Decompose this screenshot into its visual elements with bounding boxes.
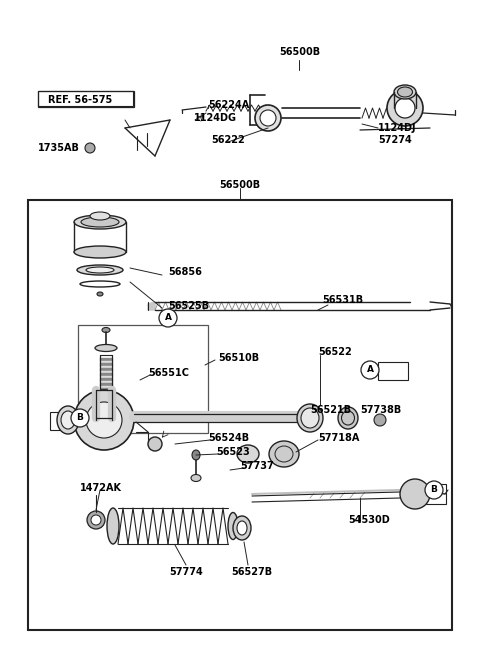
Text: REF. 56-575: REF. 56-575 [48,95,112,105]
Text: 56524B: 56524B [208,433,249,443]
Ellipse shape [148,437,162,451]
Text: 56523: 56523 [216,447,250,457]
Text: 56510B: 56510B [218,353,259,363]
Text: 57738B: 57738B [360,405,401,415]
Polygon shape [100,386,112,388]
Ellipse shape [237,521,247,535]
Ellipse shape [95,345,117,352]
Circle shape [395,98,415,118]
Text: 56521B: 56521B [310,405,351,415]
Circle shape [255,105,281,131]
Text: 56531B: 56531B [322,295,363,305]
Text: 57774: 57774 [169,567,203,577]
Polygon shape [100,396,112,398]
Polygon shape [100,365,112,368]
Polygon shape [100,368,112,371]
Ellipse shape [102,328,110,333]
Polygon shape [100,371,112,373]
Text: 57274: 57274 [378,135,412,145]
Ellipse shape [297,404,323,432]
Polygon shape [100,393,112,396]
Polygon shape [100,363,112,365]
Bar [38,91,134,107]
Bar [426,484,446,504]
Polygon shape [100,383,112,386]
Circle shape [159,309,177,327]
Text: 1472AK: 1472AK [80,483,122,493]
Circle shape [86,402,122,438]
Text: 54530D: 54530D [348,515,390,525]
Text: 56224A: 56224A [208,100,249,110]
Text: 1735AB: 1735AB [38,143,80,153]
Ellipse shape [394,85,416,99]
Ellipse shape [57,406,79,434]
Circle shape [85,143,95,153]
Ellipse shape [77,265,123,275]
Polygon shape [100,378,112,381]
Circle shape [400,479,430,509]
Circle shape [387,90,423,126]
Circle shape [91,515,101,525]
Text: 56500B: 56500B [219,180,261,190]
Polygon shape [100,390,112,393]
Text: A: A [165,314,171,322]
Bar [78,325,208,433]
Polygon shape [100,360,112,363]
Text: 56222: 56222 [211,135,245,145]
Circle shape [425,481,443,499]
Circle shape [260,110,276,126]
Ellipse shape [228,512,238,540]
Polygon shape [148,302,155,310]
Circle shape [71,409,89,427]
Text: B: B [77,413,84,422]
Ellipse shape [86,267,114,273]
Ellipse shape [191,474,201,481]
Ellipse shape [269,441,299,467]
Text: 56856: 56856 [168,267,202,277]
Polygon shape [100,358,112,360]
Ellipse shape [81,217,119,227]
Text: 56525B: 56525B [168,301,209,311]
Text: 1124DJ: 1124DJ [378,123,417,133]
Bar [50,412,68,430]
Circle shape [374,414,386,426]
Text: 57737: 57737 [240,461,274,471]
Text: 56527B: 56527B [231,567,273,577]
Ellipse shape [237,445,259,463]
Text: 56500B: 56500B [279,47,321,57]
Ellipse shape [192,450,200,460]
Polygon shape [100,373,112,375]
Ellipse shape [97,292,103,296]
Ellipse shape [74,215,126,229]
Ellipse shape [107,508,119,544]
Bar [28,200,452,630]
Text: 56522: 56522 [318,347,352,357]
Text: 57718A: 57718A [318,433,360,443]
Ellipse shape [90,212,110,220]
Polygon shape [100,375,112,378]
Polygon shape [100,381,112,383]
Ellipse shape [74,246,126,258]
Text: 56551C: 56551C [148,368,189,378]
Bar [38,91,133,106]
Ellipse shape [301,408,319,428]
Text: 1124DG: 1124DG [194,113,237,123]
Circle shape [361,361,379,379]
Ellipse shape [233,516,251,540]
Polygon shape [100,388,112,390]
Text: B: B [431,485,437,495]
Ellipse shape [338,407,358,429]
Bar [378,362,408,380]
Ellipse shape [61,411,75,429]
Circle shape [74,390,134,450]
Text: A: A [367,365,373,375]
Circle shape [87,511,105,529]
Ellipse shape [397,87,412,97]
